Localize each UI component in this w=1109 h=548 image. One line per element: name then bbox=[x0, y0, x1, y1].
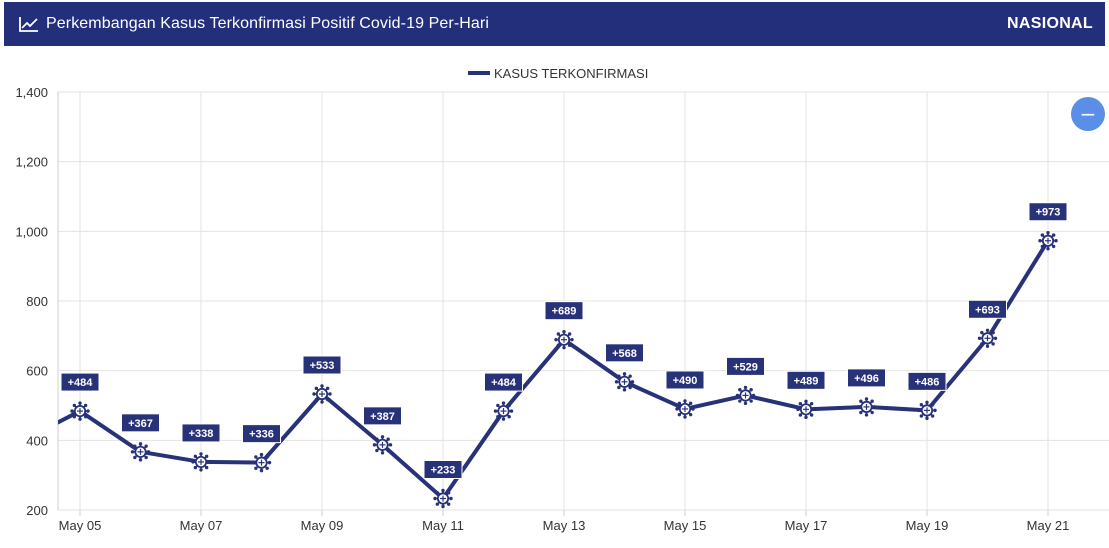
data-point[interactable] bbox=[312, 384, 332, 404]
data-label: +233 bbox=[423, 460, 463, 480]
data-label: +529 bbox=[726, 356, 765, 376]
data-label-text: +233 bbox=[431, 465, 456, 477]
data-label: +484 bbox=[484, 372, 523, 392]
data-label: +973 bbox=[1028, 202, 1068, 222]
trend-line-icon bbox=[19, 17, 38, 32]
data-point[interactable] bbox=[977, 328, 998, 348]
x-tick-label: May 21 bbox=[1027, 518, 1070, 533]
data-label-text: +486 bbox=[915, 376, 940, 388]
data-label: +489 bbox=[786, 370, 826, 390]
x-tick-label: May 19 bbox=[906, 518, 949, 533]
data-point[interactable] bbox=[796, 399, 816, 420]
chart-header: Perkembangan Kasus Terkonfirmasi Positif… bbox=[4, 2, 1105, 46]
data-label-text: +689 bbox=[552, 306, 577, 318]
data-label-text: +693 bbox=[975, 304, 1000, 316]
data-label: +387 bbox=[363, 406, 402, 426]
data-label-text: +973 bbox=[1036, 207, 1061, 219]
data-point[interactable] bbox=[433, 488, 453, 509]
data-label-text: +336 bbox=[249, 429, 274, 441]
data-point[interactable] bbox=[1038, 231, 1058, 251]
data-point[interactable] bbox=[70, 401, 90, 421]
series-line bbox=[58, 238, 1050, 501]
data-label: +367 bbox=[121, 413, 160, 433]
data-point[interactable] bbox=[251, 452, 272, 473]
data-label-text: +496 bbox=[854, 373, 879, 385]
data-label: +693 bbox=[968, 299, 1007, 319]
data-label-text: +387 bbox=[370, 411, 395, 423]
y-tick-label: 400 bbox=[26, 433, 48, 448]
data-label: +486 bbox=[907, 371, 947, 391]
y-tick-label: 1,400 bbox=[15, 85, 48, 100]
x-tick-label: May 09 bbox=[301, 518, 344, 533]
data-point[interactable] bbox=[917, 400, 937, 421]
data-point[interactable] bbox=[614, 372, 635, 392]
data-label-text: +484 bbox=[491, 377, 517, 389]
y-tick-label: 200 bbox=[26, 503, 48, 518]
data-point[interactable] bbox=[493, 401, 514, 421]
y-tick-label: 1,000 bbox=[15, 224, 48, 239]
legend-label: KASUS TERKONFIRMASI bbox=[494, 66, 648, 81]
data-label-text: +367 bbox=[128, 418, 153, 430]
legend[interactable]: KASUS TERKONFIRMASI bbox=[468, 66, 648, 81]
data-point[interactable] bbox=[675, 399, 695, 419]
chart-title: Perkembangan Kasus Terkonfirmasi Positif… bbox=[46, 15, 490, 32]
data-label-text: +529 bbox=[733, 361, 758, 373]
gridlines bbox=[58, 91, 1109, 511]
y-tick-label: 1,200 bbox=[15, 155, 48, 170]
plot-area: +395 +484 +367 +338 +336 +533 +387 +233 +484 +689… bbox=[1, 202, 1068, 509]
data-point[interactable] bbox=[554, 329, 574, 350]
scope-label: NASIONAL bbox=[1007, 15, 1093, 32]
x-tick-label: May 07 bbox=[180, 518, 223, 533]
data-label: +568 bbox=[605, 343, 644, 363]
data-label: +533 bbox=[302, 355, 342, 375]
data-label-text: +338 bbox=[189, 428, 214, 440]
data-label: +490 bbox=[665, 370, 705, 390]
x-tick-label: May 15 bbox=[664, 518, 707, 533]
data-label-text: +489 bbox=[794, 375, 819, 387]
data-label: +395 bbox=[1, 404, 39, 422]
line-chart: 200 400 600 800 1,000 1,200 1,400 May 05 May 07 M… bbox=[1, 66, 1109, 533]
y-tick-label: 600 bbox=[26, 364, 48, 379]
data-point[interactable] bbox=[735, 385, 756, 406]
data-label-text: +395 bbox=[7, 408, 32, 420]
x-tick-label: May 11 bbox=[422, 518, 464, 533]
x-tick-label: May 05 bbox=[59, 518, 102, 533]
data-point[interactable] bbox=[130, 442, 151, 462]
y-tick-label: 800 bbox=[26, 294, 48, 309]
data-label-text: +490 bbox=[673, 375, 698, 387]
data-label: +496 bbox=[847, 368, 886, 388]
x-tick-label: May 13 bbox=[543, 518, 586, 533]
data-label-text: +484 bbox=[68, 377, 94, 389]
data-label: +336 bbox=[242, 424, 281, 444]
data-label: +338 bbox=[181, 423, 221, 443]
data-label: +689 bbox=[544, 301, 584, 321]
data-label-text: +533 bbox=[310, 360, 335, 372]
data-label: +484 bbox=[60, 372, 100, 392]
x-tick-label: May 17 bbox=[785, 518, 828, 533]
data-point[interactable] bbox=[856, 397, 877, 417]
zoom-out-button[interactable]: − bbox=[1071, 97, 1105, 131]
data-point[interactable] bbox=[191, 452, 211, 472]
data-point[interactable] bbox=[372, 435, 393, 455]
data-label-text: +568 bbox=[612, 348, 637, 360]
